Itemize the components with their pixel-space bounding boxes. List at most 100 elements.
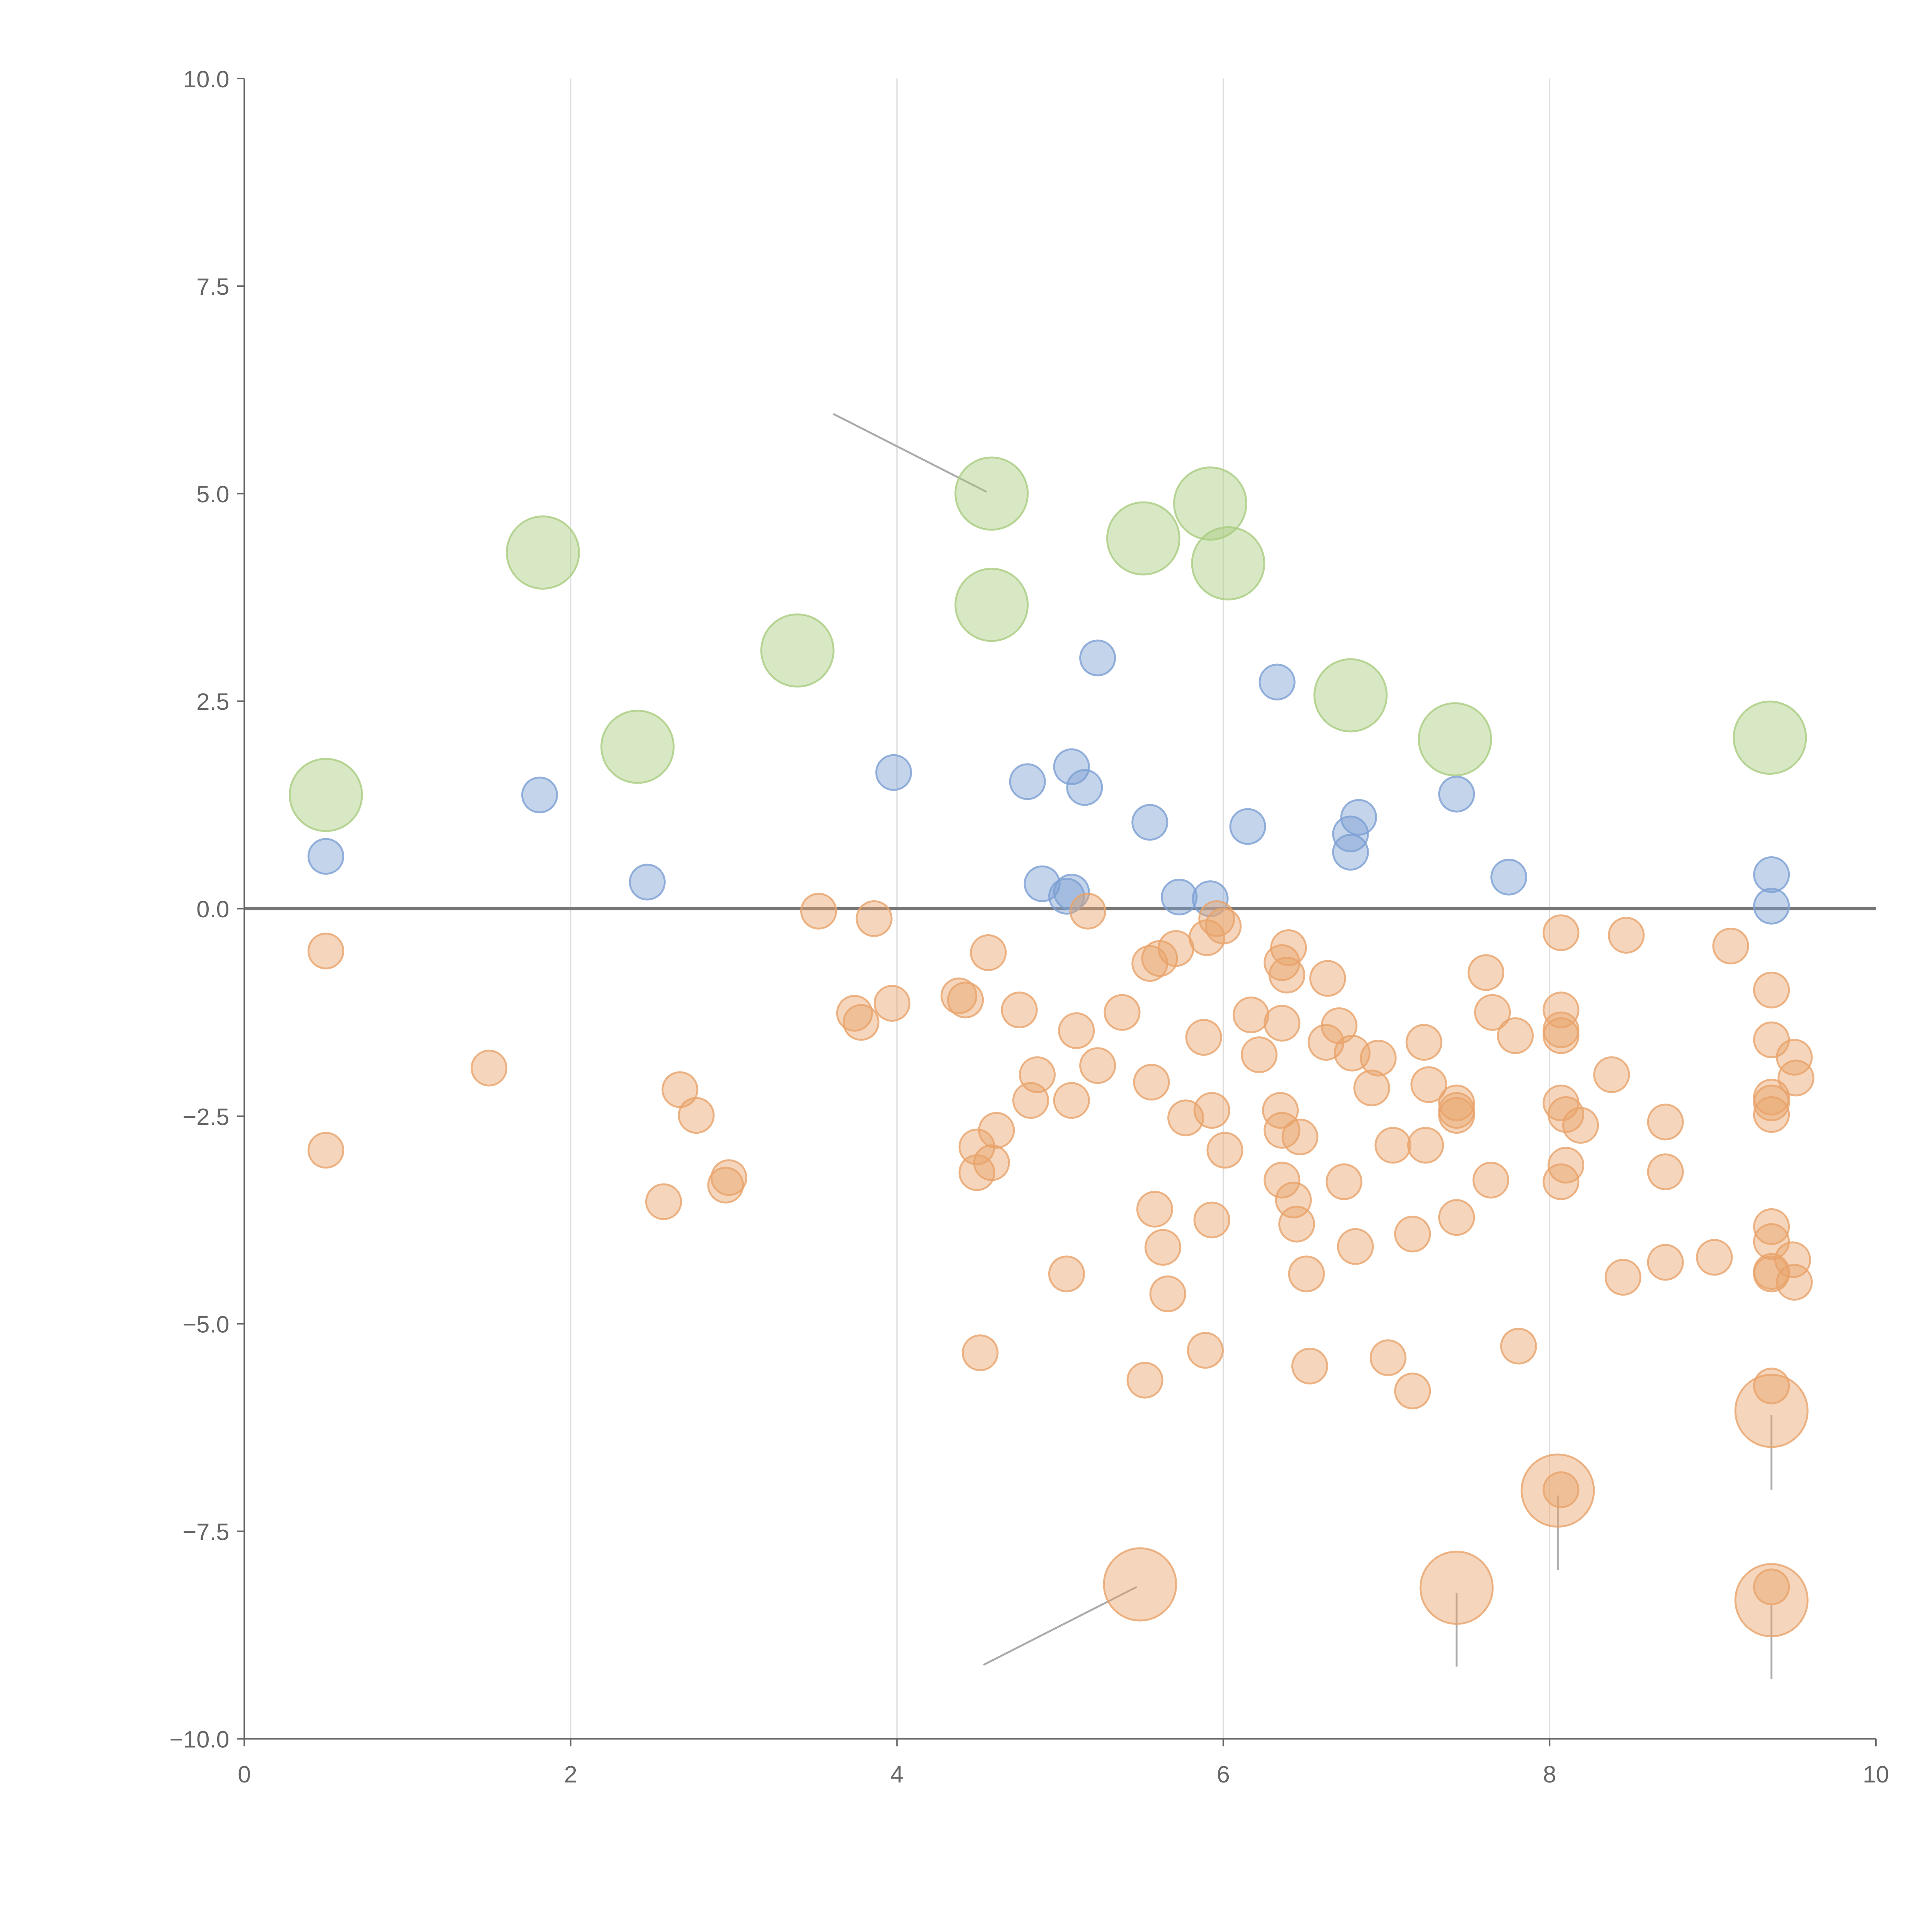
bubble-orange-small xyxy=(970,934,1007,971)
bubble-orange-small xyxy=(1291,1347,1328,1384)
bubble-blue-small xyxy=(1753,856,1790,893)
bubble-blue-small xyxy=(1340,799,1377,836)
bubble-orange-small xyxy=(1562,1107,1599,1144)
bubble-green-large xyxy=(760,613,835,688)
bubble-orange-small xyxy=(1288,1255,1325,1293)
bubble-orange-small xyxy=(1278,1206,1315,1243)
bubble-orange-small xyxy=(1275,1182,1312,1219)
bubble-blue-small xyxy=(1053,874,1090,911)
bubble-blue-small xyxy=(521,776,558,813)
bubble-orange-small xyxy=(940,977,978,1014)
bubble-blue-small xyxy=(307,838,344,875)
bubble-orange-small xyxy=(1241,1036,1278,1073)
bubble-orange-small xyxy=(1777,1060,1815,1097)
bubble-orange-small xyxy=(1144,1229,1182,1266)
bubble-green-large xyxy=(1313,658,1388,733)
bubble-orange-small xyxy=(855,900,893,937)
y-tick-label: −2.5 xyxy=(183,1104,230,1130)
bubble-orange-small xyxy=(1079,1047,1116,1084)
bubble-blue-small xyxy=(1753,888,1790,925)
bubble-orange-small xyxy=(1149,1275,1186,1313)
bubble-orange-small xyxy=(1500,1328,1537,1365)
y-tick-label: 5.0 xyxy=(196,481,229,507)
bubble-orange-small xyxy=(1474,994,1511,1031)
x-tick-label: 2 xyxy=(564,1761,577,1787)
bubble-orange-small xyxy=(1712,927,1749,964)
y-tick-label: −7.5 xyxy=(183,1519,230,1545)
x-tick-label: 0 xyxy=(238,1761,251,1787)
bubble-orange-small xyxy=(1753,1568,1790,1605)
bubble-orange-small xyxy=(471,1049,508,1087)
bubble-blue-small xyxy=(1024,865,1061,902)
bubble-orange-small xyxy=(842,1004,879,1041)
bubble-orange-large xyxy=(1520,1453,1595,1528)
bubble-orange-small xyxy=(973,1144,1010,1181)
bubble-orange-small xyxy=(1394,1372,1431,1410)
bubble-orange-small xyxy=(800,893,837,930)
bubble-orange-small xyxy=(1647,1153,1684,1190)
bubble-orange-small xyxy=(1264,1005,1301,1042)
bubble-orange-small xyxy=(1543,1017,1580,1054)
bubble-orange-small xyxy=(1264,1162,1301,1199)
bubble-orange-small xyxy=(1325,1163,1362,1201)
bubble-orange-small xyxy=(1608,917,1645,954)
y-tick-label: −10.0 xyxy=(169,1726,229,1753)
bubble-orange-small xyxy=(1001,992,1038,1029)
bubble-blue-small xyxy=(1048,878,1085,915)
bubble-orange-small xyxy=(1270,929,1307,966)
bubble-blue-small xyxy=(1332,833,1369,871)
bubble-orange-small xyxy=(1136,1190,1173,1228)
bubble-orange-small xyxy=(1233,997,1270,1034)
bubble-orange-small xyxy=(1753,971,1790,1009)
bubble-orange-small xyxy=(1353,1070,1390,1107)
bubble-blue-small xyxy=(629,864,666,901)
bubble-orange-small xyxy=(962,1334,999,1371)
series-green-large xyxy=(289,456,1807,832)
bubble-orange-small xyxy=(1206,1132,1243,1169)
bubble-orange-small xyxy=(1205,908,1242,945)
x-tick-label: 4 xyxy=(890,1761,903,1787)
bubble-orange-small xyxy=(1187,1332,1224,1369)
bubble-blue-small xyxy=(1161,878,1198,916)
series-blue-small xyxy=(307,639,1790,925)
bubble-green-large xyxy=(1106,501,1180,576)
bubble-orange-small xyxy=(1543,1471,1580,1509)
bubble-orange-small xyxy=(1069,893,1106,930)
bubble-orange-small xyxy=(1369,1339,1406,1376)
bubble-orange-small xyxy=(1268,956,1306,994)
bubble-blue-small xyxy=(1438,776,1475,813)
bubble-orange-small xyxy=(707,1167,744,1204)
bubble-orange-small xyxy=(1193,1092,1230,1129)
bubble-orange-small xyxy=(1262,1092,1299,1129)
bubble-green-large xyxy=(600,709,675,784)
bubble-orange-small xyxy=(1776,1264,1813,1301)
tick-labels: 0 2 4 6 8 10 10.0 7.5 5.0 2.5 0.0 −2.5 −5.0 −7.5 −10.0 xyxy=(169,66,1889,1787)
bubble-orange-small xyxy=(1394,1216,1431,1253)
bubble-blue-small xyxy=(1079,639,1116,677)
bubble-orange-small xyxy=(1360,1039,1397,1077)
y-tick-label: 7.5 xyxy=(196,274,229,300)
bubble-orange-small xyxy=(1647,1104,1684,1141)
bubble-blue-small xyxy=(1192,880,1229,917)
bubble-green-large xyxy=(1191,526,1265,600)
bubble-green-large xyxy=(1418,702,1492,777)
bubble-orange-small xyxy=(1753,1084,1790,1121)
x-tick-label: 6 xyxy=(1217,1761,1230,1787)
bubble-orange-small xyxy=(1647,1244,1684,1281)
y-tick-label: −5.0 xyxy=(183,1311,230,1337)
bubble-orange-small xyxy=(1543,992,1580,1029)
bubble-blue-small xyxy=(1490,859,1527,896)
bubble-orange-small xyxy=(1604,1259,1641,1296)
bubble-orange-small xyxy=(874,985,911,1022)
bubble-green-large xyxy=(1733,701,1807,775)
bubble-blue-small xyxy=(1009,763,1046,800)
bubble-green-large xyxy=(954,568,1029,642)
bubble-blue-small xyxy=(1229,808,1266,845)
bubble-orange-small xyxy=(1696,1239,1733,1276)
bubble-orange-small xyxy=(1438,1084,1475,1121)
bubble-orange-small xyxy=(1438,1097,1475,1134)
annotation-leaders xyxy=(833,413,1773,1679)
bubble-orange-small xyxy=(1753,1255,1790,1293)
bubble-orange-large xyxy=(1103,1547,1177,1622)
